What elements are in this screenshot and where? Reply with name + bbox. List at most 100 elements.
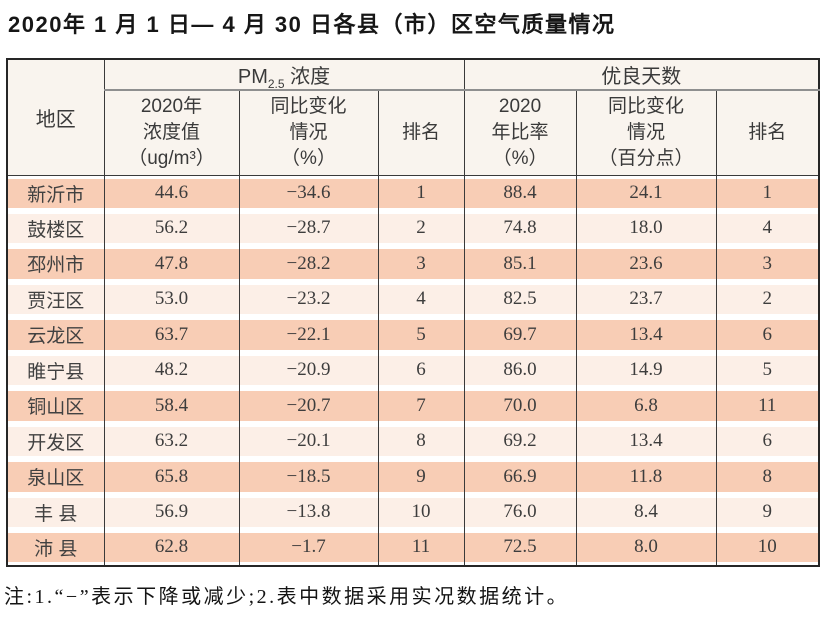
cell-pm-rank: 6: [377, 352, 465, 388]
cell-good-rate: 85.1: [463, 246, 577, 282]
cell-pm-change: −34.6: [238, 175, 379, 211]
cell-good-change: 24.1: [575, 175, 717, 211]
cell-region: 鼓楼区: [6, 210, 105, 246]
cell-pm-value: 53.0: [103, 281, 240, 317]
cell-pm-rank: 3: [377, 246, 465, 282]
cell-good-rank: 1: [715, 175, 820, 211]
header-pm-rank: 排名: [377, 90, 465, 176]
cell-good-change: 8.0: [575, 530, 717, 566]
cell-pm-value: 63.2: [103, 423, 240, 459]
header-pm-change: 同比变化 情况 （%）: [238, 90, 379, 176]
header-group-good-days: 优良天数: [463, 59, 820, 91]
cell-pm-rank: 7: [377, 388, 465, 424]
cell-good-change: 23.7: [575, 281, 717, 317]
cell-pm-rank: 11: [377, 530, 465, 566]
cell-good-rank: 5: [715, 352, 820, 388]
header-group-pm25: PM2.5 浓度: [103, 59, 465, 91]
table-row: 睢宁县 48.2 −20.9 6 86.0 14.9 5: [6, 352, 820, 388]
header-good-rate: 2020 年比率 （%）: [463, 90, 577, 176]
cell-region: 睢宁县: [6, 352, 105, 388]
table-header: 地区 PM2.5 浓度 优良天数 2020年 浓度值 （ug/m³） 同比变化 …: [6, 59, 820, 176]
cell-pm-value: 44.6: [103, 175, 240, 211]
header-good-rank: 排名: [715, 90, 820, 176]
table-row: 铜山区 58.4 −20.7 7 70.0 6.8 11: [6, 388, 820, 424]
cell-region: 新沂市: [6, 175, 105, 211]
cell-region: 丰 县: [6, 494, 105, 530]
air-quality-table: 地区 PM2.5 浓度 优良天数 2020年 浓度值 （ug/m³） 同比变化 …: [6, 58, 821, 567]
cell-region: 云龙区: [6, 317, 105, 353]
cell-good-rate: 72.5: [463, 530, 577, 566]
table-row: 贾汪区 53.0 −23.2 4 82.5 23.7 2: [6, 281, 820, 317]
cell-good-change: 18.0: [575, 210, 717, 246]
cell-pm-change: −22.1: [238, 317, 379, 353]
pm25-label-prefix: PM: [237, 66, 268, 88]
cell-pm-rank: 9: [377, 459, 465, 495]
cell-region: 贾汪区: [6, 281, 105, 317]
table-row: 丰 县 56.9 −13.8 10 76.0 8.4 9: [6, 494, 820, 530]
cell-pm-value: 47.8: [103, 246, 240, 282]
cell-good-change: 8.4: [575, 494, 717, 530]
header-region: 地区: [6, 59, 105, 176]
cell-pm-rank: 8: [377, 423, 465, 459]
cell-good-rate: 82.5: [463, 281, 577, 317]
cell-pm-change: −18.5: [238, 459, 379, 495]
header-group-row: 地区 PM2.5 浓度 优良天数: [6, 59, 820, 176]
cell-pm-change: −20.7: [238, 388, 379, 424]
page-title: 2020年 1 月 1 日— 4 月 30 日各县（市）区空气质量情况: [8, 12, 616, 37]
cell-pm-change: −28.2: [238, 246, 379, 282]
cell-good-rank: 9: [715, 494, 820, 530]
pm25-label-subscript: 2.5: [267, 77, 285, 91]
header-good-change: 同比变化 情况 （百分点）: [575, 90, 717, 176]
cell-pm-rank: 2: [377, 210, 465, 246]
cell-good-change: 13.4: [575, 423, 717, 459]
cell-pm-value: 65.8: [103, 459, 240, 495]
cell-pm-change: −20.1: [238, 423, 379, 459]
cell-pm-value: 58.4: [103, 388, 240, 424]
cell-good-change: 6.8: [575, 388, 717, 424]
cell-pm-value: 56.9: [103, 494, 240, 530]
cell-good-change: 13.4: [575, 317, 717, 353]
cell-good-rank: 6: [715, 423, 820, 459]
cell-region: 铜山区: [6, 388, 105, 424]
cell-pm-change: −13.8: [238, 494, 379, 530]
cell-good-rate: 70.0: [463, 388, 577, 424]
cell-pm-change: −1.7: [238, 530, 379, 566]
cell-good-rank: 6: [715, 317, 820, 353]
table-row: 新沂市 44.6 −34.6 1 88.4 24.1 1: [6, 175, 820, 211]
table-row: 沛 县 62.8 −1.7 11 72.5 8.0 10: [6, 530, 820, 566]
table-row: 泉山区 65.8 −18.5 9 66.9 11.8 8: [6, 459, 820, 495]
pm25-label-suffix: 浓度: [284, 66, 331, 88]
cell-region: 沛 县: [6, 530, 105, 566]
cell-pm-change: −23.2: [238, 281, 379, 317]
table-row: 云龙区 63.7 −22.1 5 69.7 13.4 6: [6, 317, 820, 353]
header-pm-value: 2020年 浓度值 （ug/m³）: [103, 90, 240, 176]
table-row: 邳州市 47.8 −28.2 3 85.1 23.6 3: [6, 246, 820, 282]
cell-good-rate: 69.7: [463, 317, 577, 353]
cell-pm-value: 62.8: [103, 530, 240, 566]
cell-good-rank: 11: [715, 388, 820, 424]
cell-good-rank: 10: [715, 530, 820, 566]
cell-good-rank: 4: [715, 210, 820, 246]
cell-good-rank: 3: [715, 246, 820, 282]
cell-pm-rank: 1: [377, 175, 465, 211]
cell-pm-value: 63.7: [103, 317, 240, 353]
cell-region: 泉山区: [6, 459, 105, 495]
cell-good-change: 23.6: [575, 246, 717, 282]
cell-pm-change: −28.7: [238, 210, 379, 246]
cell-good-rank: 8: [715, 459, 820, 495]
cell-pm-rank: 4: [377, 281, 465, 317]
cell-good-rate: 74.8: [463, 210, 577, 246]
cell-good-change: 11.8: [575, 459, 717, 495]
cell-good-rank: 2: [715, 281, 820, 317]
cell-good-change: 14.9: [575, 352, 717, 388]
cell-region: 开发区: [6, 423, 105, 459]
cell-good-rate: 88.4: [463, 175, 577, 211]
cell-good-rate: 66.9: [463, 459, 577, 495]
header-sub-row: 2020年 浓度值 （ug/m³） 同比变化 情况 （%） 排名 2020 年比…: [7, 90, 820, 176]
table-row: 鼓楼区 56.2 −28.7 2 74.8 18.0 4: [6, 210, 820, 246]
cell-pm-rank: 5: [377, 317, 465, 353]
cell-pm-value: 48.2: [103, 352, 240, 388]
cell-good-rate: 76.0: [463, 494, 577, 530]
cell-good-rate: 69.2: [463, 423, 577, 459]
